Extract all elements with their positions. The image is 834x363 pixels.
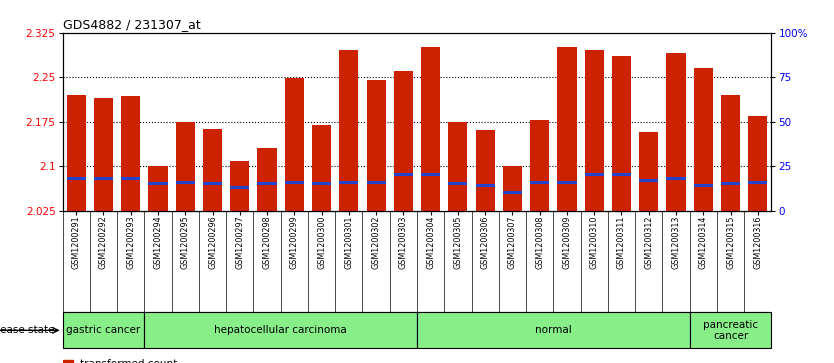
FancyBboxPatch shape	[690, 312, 771, 348]
Bar	[694, 184, 713, 187]
Bar	[339, 181, 359, 184]
FancyBboxPatch shape	[63, 312, 144, 348]
Bar	[557, 181, 576, 184]
Bar	[148, 182, 168, 185]
Text: GSM1200304: GSM1200304	[426, 216, 435, 269]
Bar	[530, 181, 550, 184]
Bar	[394, 71, 413, 211]
Text: disease state: disease state	[0, 325, 54, 335]
Bar	[63, 360, 73, 363]
Text: GSM1200309: GSM1200309	[562, 216, 571, 269]
Bar	[67, 177, 86, 180]
Bar	[312, 182, 331, 185]
Bar	[421, 174, 440, 176]
Bar	[121, 96, 140, 211]
Bar	[121, 177, 140, 180]
Bar	[585, 174, 604, 176]
Text: GSM1200307: GSM1200307	[508, 216, 517, 269]
Bar	[748, 181, 767, 184]
Text: normal: normal	[535, 325, 571, 335]
Text: GSM1200293: GSM1200293	[126, 216, 135, 269]
Text: GSM1200301: GSM1200301	[344, 216, 354, 269]
Bar	[666, 53, 686, 211]
Text: GSM1200315: GSM1200315	[726, 216, 735, 269]
Bar	[748, 116, 767, 211]
Text: GSM1200308: GSM1200308	[535, 216, 545, 269]
Text: GSM1200298: GSM1200298	[263, 216, 272, 269]
Bar	[148, 166, 168, 211]
Text: GSM1200291: GSM1200291	[72, 216, 81, 269]
Text: GSM1200306: GSM1200306	[480, 216, 490, 269]
Text: GSM1200297: GSM1200297	[235, 216, 244, 269]
FancyBboxPatch shape	[417, 312, 690, 348]
Bar	[94, 177, 113, 180]
Text: GSM1200312: GSM1200312	[644, 216, 653, 269]
Text: hepatocellular carcinoma: hepatocellular carcinoma	[214, 325, 347, 335]
Bar	[258, 148, 277, 211]
Bar	[94, 98, 113, 211]
Bar	[694, 68, 713, 211]
Bar	[612, 174, 631, 176]
Bar	[367, 181, 385, 184]
Text: GDS4882 / 231307_at: GDS4882 / 231307_at	[63, 19, 200, 32]
Bar	[639, 132, 658, 211]
Bar	[449, 122, 467, 211]
Text: GSM1200311: GSM1200311	[617, 216, 626, 269]
Text: GSM1200302: GSM1200302	[372, 216, 380, 269]
Bar	[203, 182, 222, 185]
Text: transformed count: transformed count	[80, 359, 178, 363]
Bar	[503, 166, 522, 211]
Text: GSM1200296: GSM1200296	[208, 216, 217, 269]
Bar	[721, 182, 740, 185]
Text: GSM1200295: GSM1200295	[181, 216, 190, 269]
Bar	[230, 186, 249, 189]
Bar	[284, 181, 304, 184]
Bar	[585, 50, 604, 211]
Bar	[666, 177, 686, 180]
Bar	[421, 48, 440, 211]
FancyBboxPatch shape	[144, 312, 417, 348]
Bar	[203, 129, 222, 211]
Bar	[176, 122, 195, 211]
Bar	[339, 50, 359, 211]
Bar	[503, 191, 522, 194]
Bar	[394, 174, 413, 176]
Text: GSM1200299: GSM1200299	[289, 216, 299, 269]
Bar	[67, 95, 86, 211]
Bar	[367, 80, 385, 211]
Bar	[230, 161, 249, 211]
Bar	[557, 48, 576, 211]
Bar	[475, 130, 495, 211]
Text: GSM1200314: GSM1200314	[699, 216, 708, 269]
Bar	[475, 184, 495, 187]
Text: GSM1200303: GSM1200303	[399, 216, 408, 269]
Text: GSM1200313: GSM1200313	[671, 216, 681, 269]
Bar	[721, 95, 740, 211]
Text: GSM1200310: GSM1200310	[590, 216, 599, 269]
Text: GSM1200300: GSM1200300	[317, 216, 326, 269]
Text: GSM1200316: GSM1200316	[753, 216, 762, 269]
Text: GSM1200305: GSM1200305	[454, 216, 462, 269]
Bar	[258, 182, 277, 185]
Bar	[449, 182, 467, 185]
Bar	[312, 125, 331, 211]
Bar	[612, 56, 631, 211]
Bar	[284, 78, 304, 211]
Text: GSM1200292: GSM1200292	[99, 216, 108, 269]
Text: pancreatic
cancer: pancreatic cancer	[703, 319, 758, 341]
Bar	[176, 181, 195, 184]
Text: GSM1200294: GSM1200294	[153, 216, 163, 269]
Text: gastric cancer: gastric cancer	[67, 325, 141, 335]
Bar	[639, 179, 658, 182]
Bar	[530, 120, 550, 211]
